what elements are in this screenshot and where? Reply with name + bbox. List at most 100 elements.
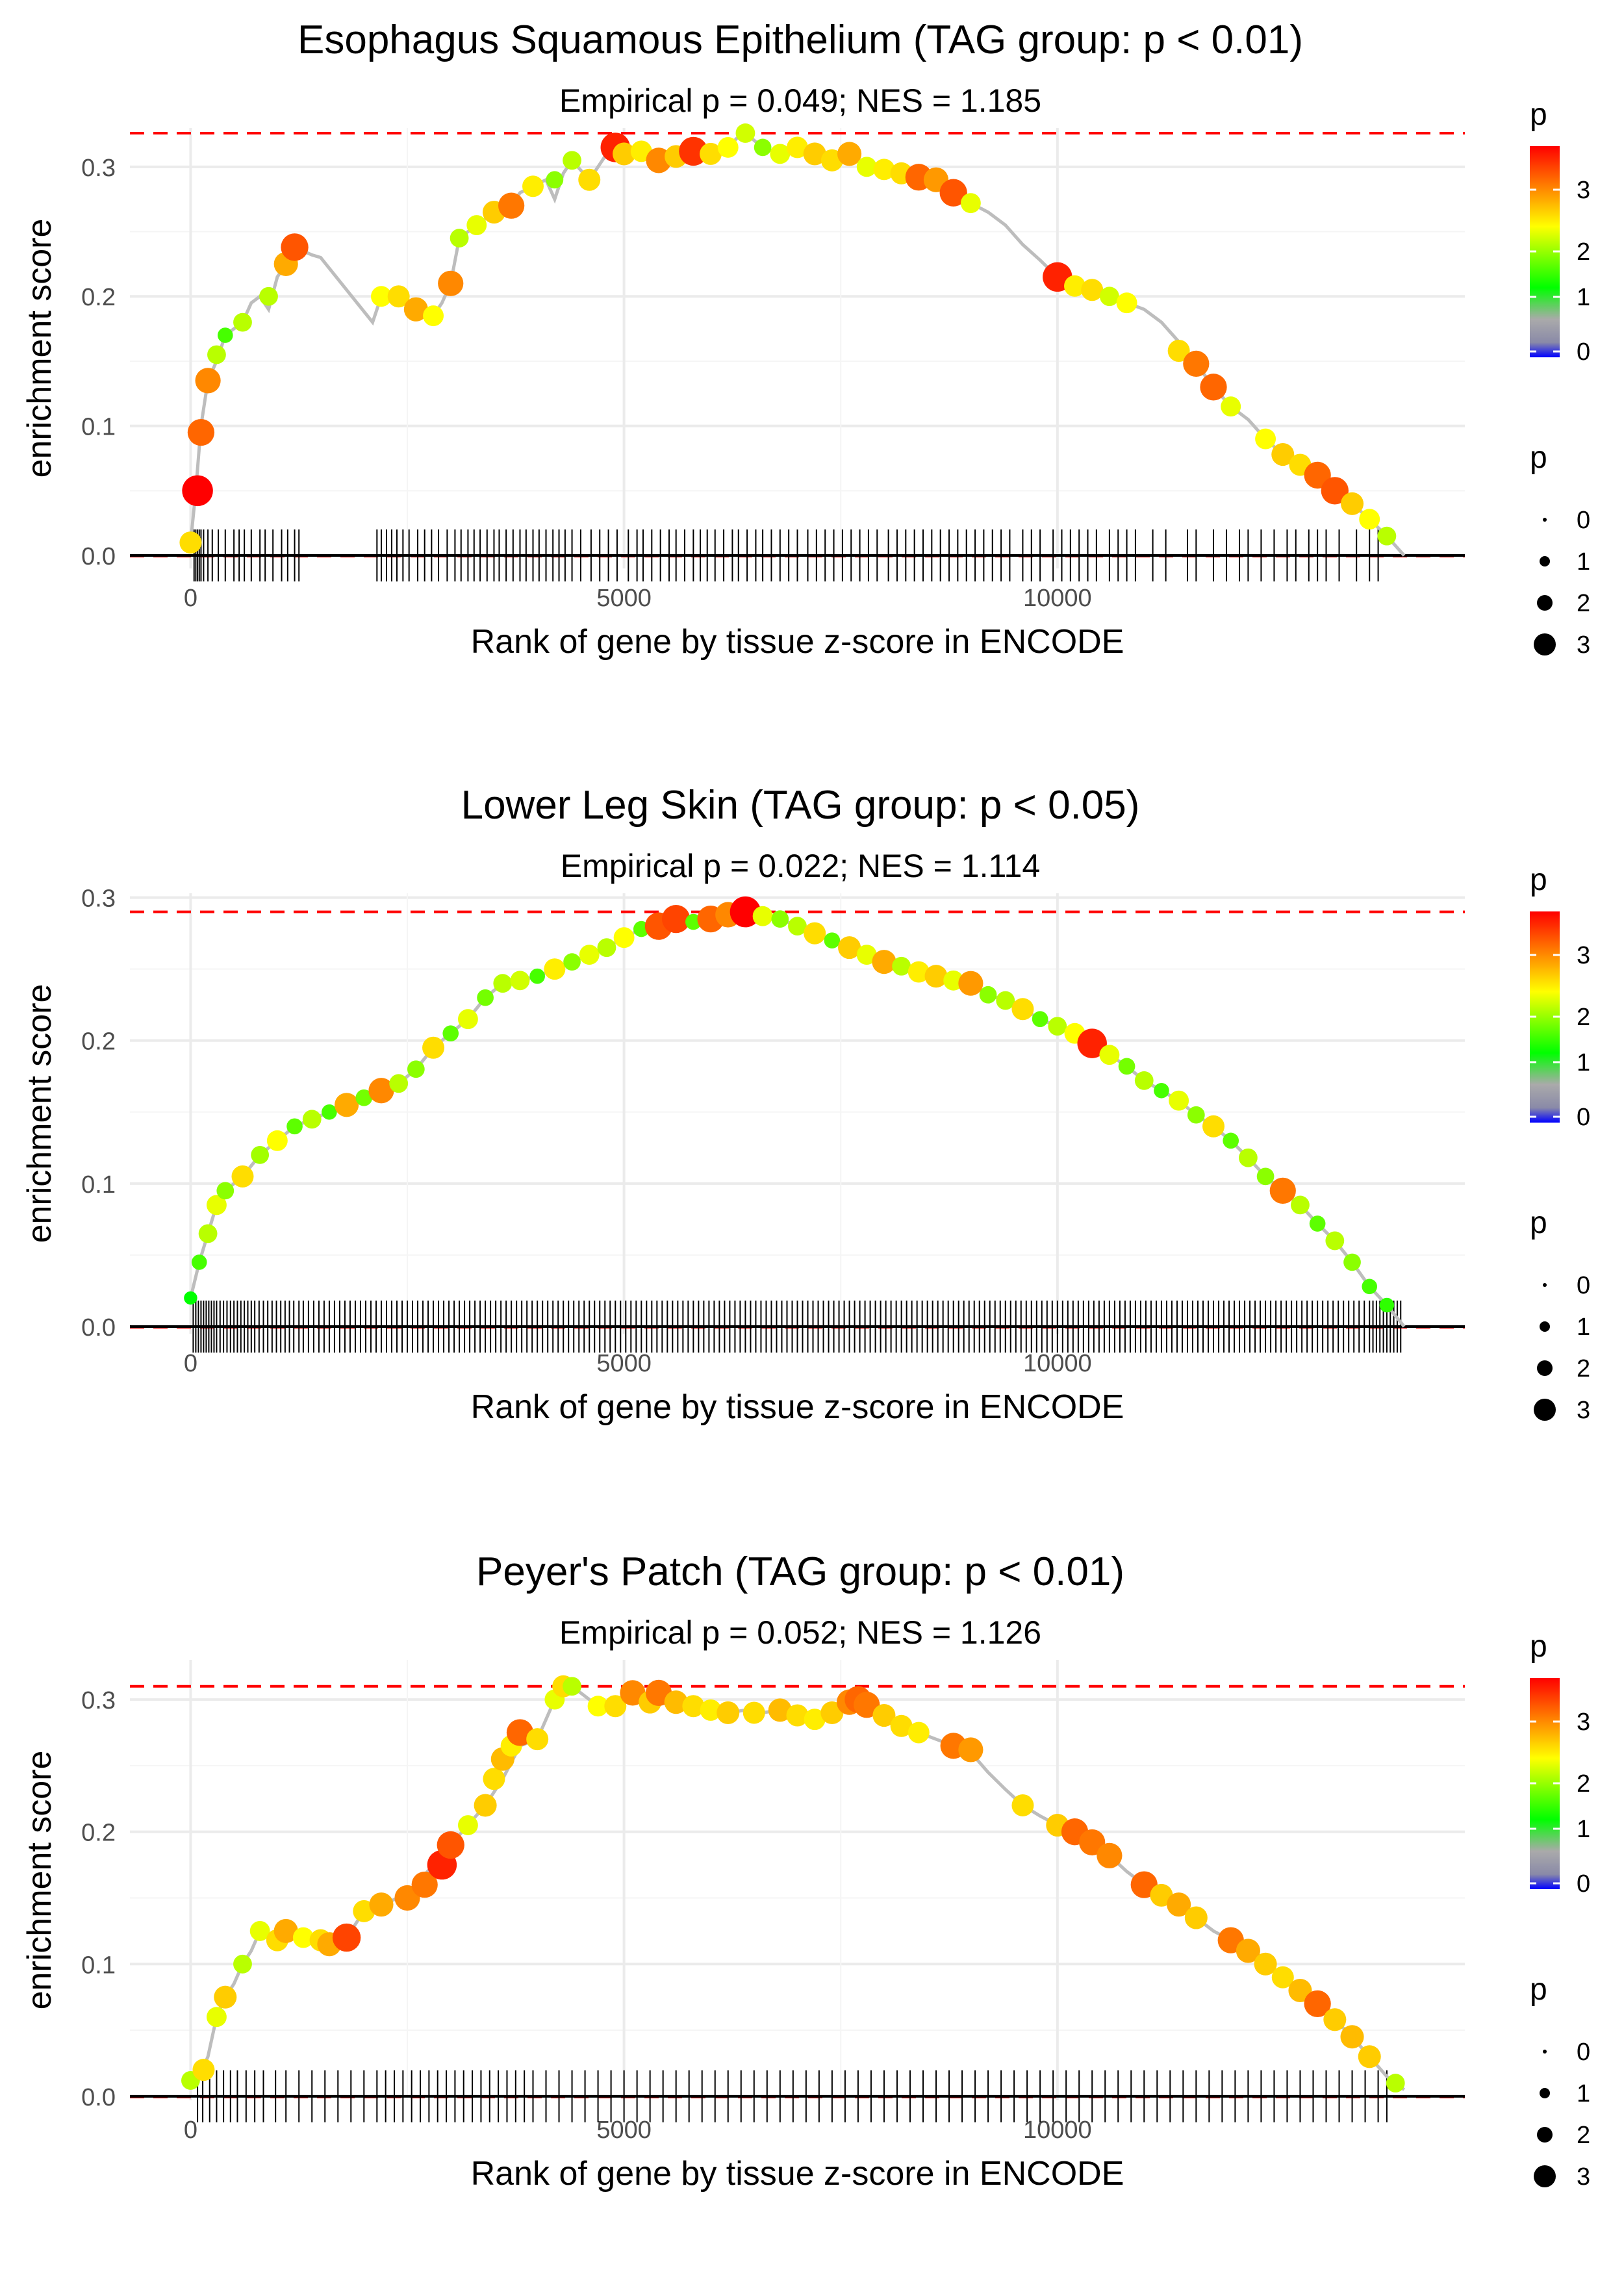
chart-subtitle: Empirical p = 0.049; NES = 1.185 <box>559 83 1041 119</box>
es-point <box>958 1737 983 1762</box>
es-point <box>770 144 791 164</box>
x-tick-label: 10000 <box>1023 2117 1092 2144</box>
size-legend-title: p <box>1530 1206 1547 1240</box>
es-point <box>292 1927 314 1948</box>
es-point <box>717 136 739 158</box>
es-point <box>1271 442 1295 466</box>
panel-2: Lower Leg Skin (TAG group: p < 0.05) Empi… <box>21 783 1590 1426</box>
es-point <box>233 1954 252 1974</box>
es-point <box>563 1677 581 1696</box>
es-point <box>838 936 861 960</box>
es-point <box>1238 1148 1258 1167</box>
es-point <box>1377 526 1397 546</box>
es-point <box>1187 1106 1205 1124</box>
es-point <box>664 1690 688 1714</box>
x-tick-label: 10000 <box>1023 1350 1092 1377</box>
es-point <box>717 1701 740 1724</box>
es-point <box>1358 2045 1381 2068</box>
es-point <box>1048 1017 1067 1036</box>
es-point <box>302 1110 322 1129</box>
es-point <box>1081 279 1104 301</box>
y-tick-label: 0.0 <box>81 1314 116 1342</box>
es-point <box>1221 396 1241 417</box>
es-point <box>786 1704 809 1727</box>
size-legend-dot <box>1543 518 1547 522</box>
es-point <box>1321 477 1349 505</box>
es-point <box>457 1815 478 1835</box>
es-point <box>335 1093 359 1117</box>
es-point <box>233 312 252 332</box>
es-point <box>191 1254 207 1270</box>
size-legend-dot <box>1540 2088 1550 2098</box>
es-line <box>190 1685 1406 2091</box>
y-tick-label: 0.3 <box>81 885 116 913</box>
es-point <box>207 1195 227 1215</box>
es-point <box>873 159 895 181</box>
chart-subtitle: Empirical p = 0.052; NES = 1.126 <box>559 1614 1041 1651</box>
y-tick-label: 0.2 <box>81 1820 116 1847</box>
es-point <box>752 906 773 926</box>
color-legend-title: p <box>1530 97 1547 132</box>
es-point <box>526 1728 549 1751</box>
es-point <box>1236 1939 1260 1963</box>
x-tick-label: 0 <box>184 1350 197 1377</box>
size-legend-label: 2 <box>1577 1355 1590 1382</box>
es-point <box>613 142 636 166</box>
es-point <box>1340 2025 1364 2049</box>
es-point <box>613 927 635 948</box>
size-legend-label: 0 <box>1577 507 1590 534</box>
es-point <box>266 1130 288 1151</box>
es-point <box>804 922 826 945</box>
y-tick-label: 0.3 <box>81 155 116 182</box>
es-point <box>1169 1090 1189 1111</box>
es-point <box>332 1923 361 1952</box>
es-point <box>407 1060 425 1078</box>
es-point <box>1325 1231 1345 1251</box>
es-point <box>1256 1167 1275 1186</box>
es-point <box>1362 1278 1378 1295</box>
es-point <box>907 961 930 983</box>
es-point <box>273 1918 298 1943</box>
x-tick-label: 0 <box>184 585 197 612</box>
es-line <box>188 910 1406 1328</box>
es-point <box>1011 998 1034 1021</box>
es-point <box>587 1696 609 1717</box>
es-point <box>1255 428 1276 450</box>
es-point <box>217 327 233 343</box>
es-point <box>892 956 911 976</box>
color-legend-title: p <box>1530 863 1547 897</box>
size-legend-dot <box>1537 595 1553 611</box>
es-point <box>1011 1794 1034 1816</box>
es-point <box>1183 350 1210 377</box>
size-legend-label: 0 <box>1577 2039 1590 2066</box>
es-point <box>1077 1028 1107 1058</box>
es-point <box>216 1182 235 1200</box>
y-axis-title: enrichment score <box>21 984 58 1243</box>
es-point <box>1223 1132 1239 1149</box>
es-point <box>890 1714 913 1737</box>
x-axis-title: Rank of gene by tissue z-score in ENCODE <box>471 2155 1124 2193</box>
es-point <box>754 138 772 157</box>
color-legend-label: 2 <box>1577 1004 1590 1031</box>
es-point <box>442 1025 459 1042</box>
es-point <box>1288 1978 1312 2003</box>
es-point <box>198 1224 218 1243</box>
es-point <box>700 142 722 165</box>
es-point <box>856 945 877 965</box>
es-point <box>735 123 755 143</box>
es-point <box>403 297 428 322</box>
es-point <box>1167 339 1190 362</box>
size-legend-dot <box>1534 633 1556 655</box>
es-point <box>1269 1177 1296 1204</box>
es-point <box>996 991 1015 1010</box>
es-point <box>184 1291 197 1305</box>
es-point <box>563 151 581 170</box>
es-point <box>368 1078 394 1104</box>
es-point <box>437 1831 464 1859</box>
es-point <box>1064 275 1085 297</box>
es-point <box>824 932 841 948</box>
es-point <box>1254 1952 1277 1976</box>
size-legend-label: 1 <box>1577 548 1590 576</box>
